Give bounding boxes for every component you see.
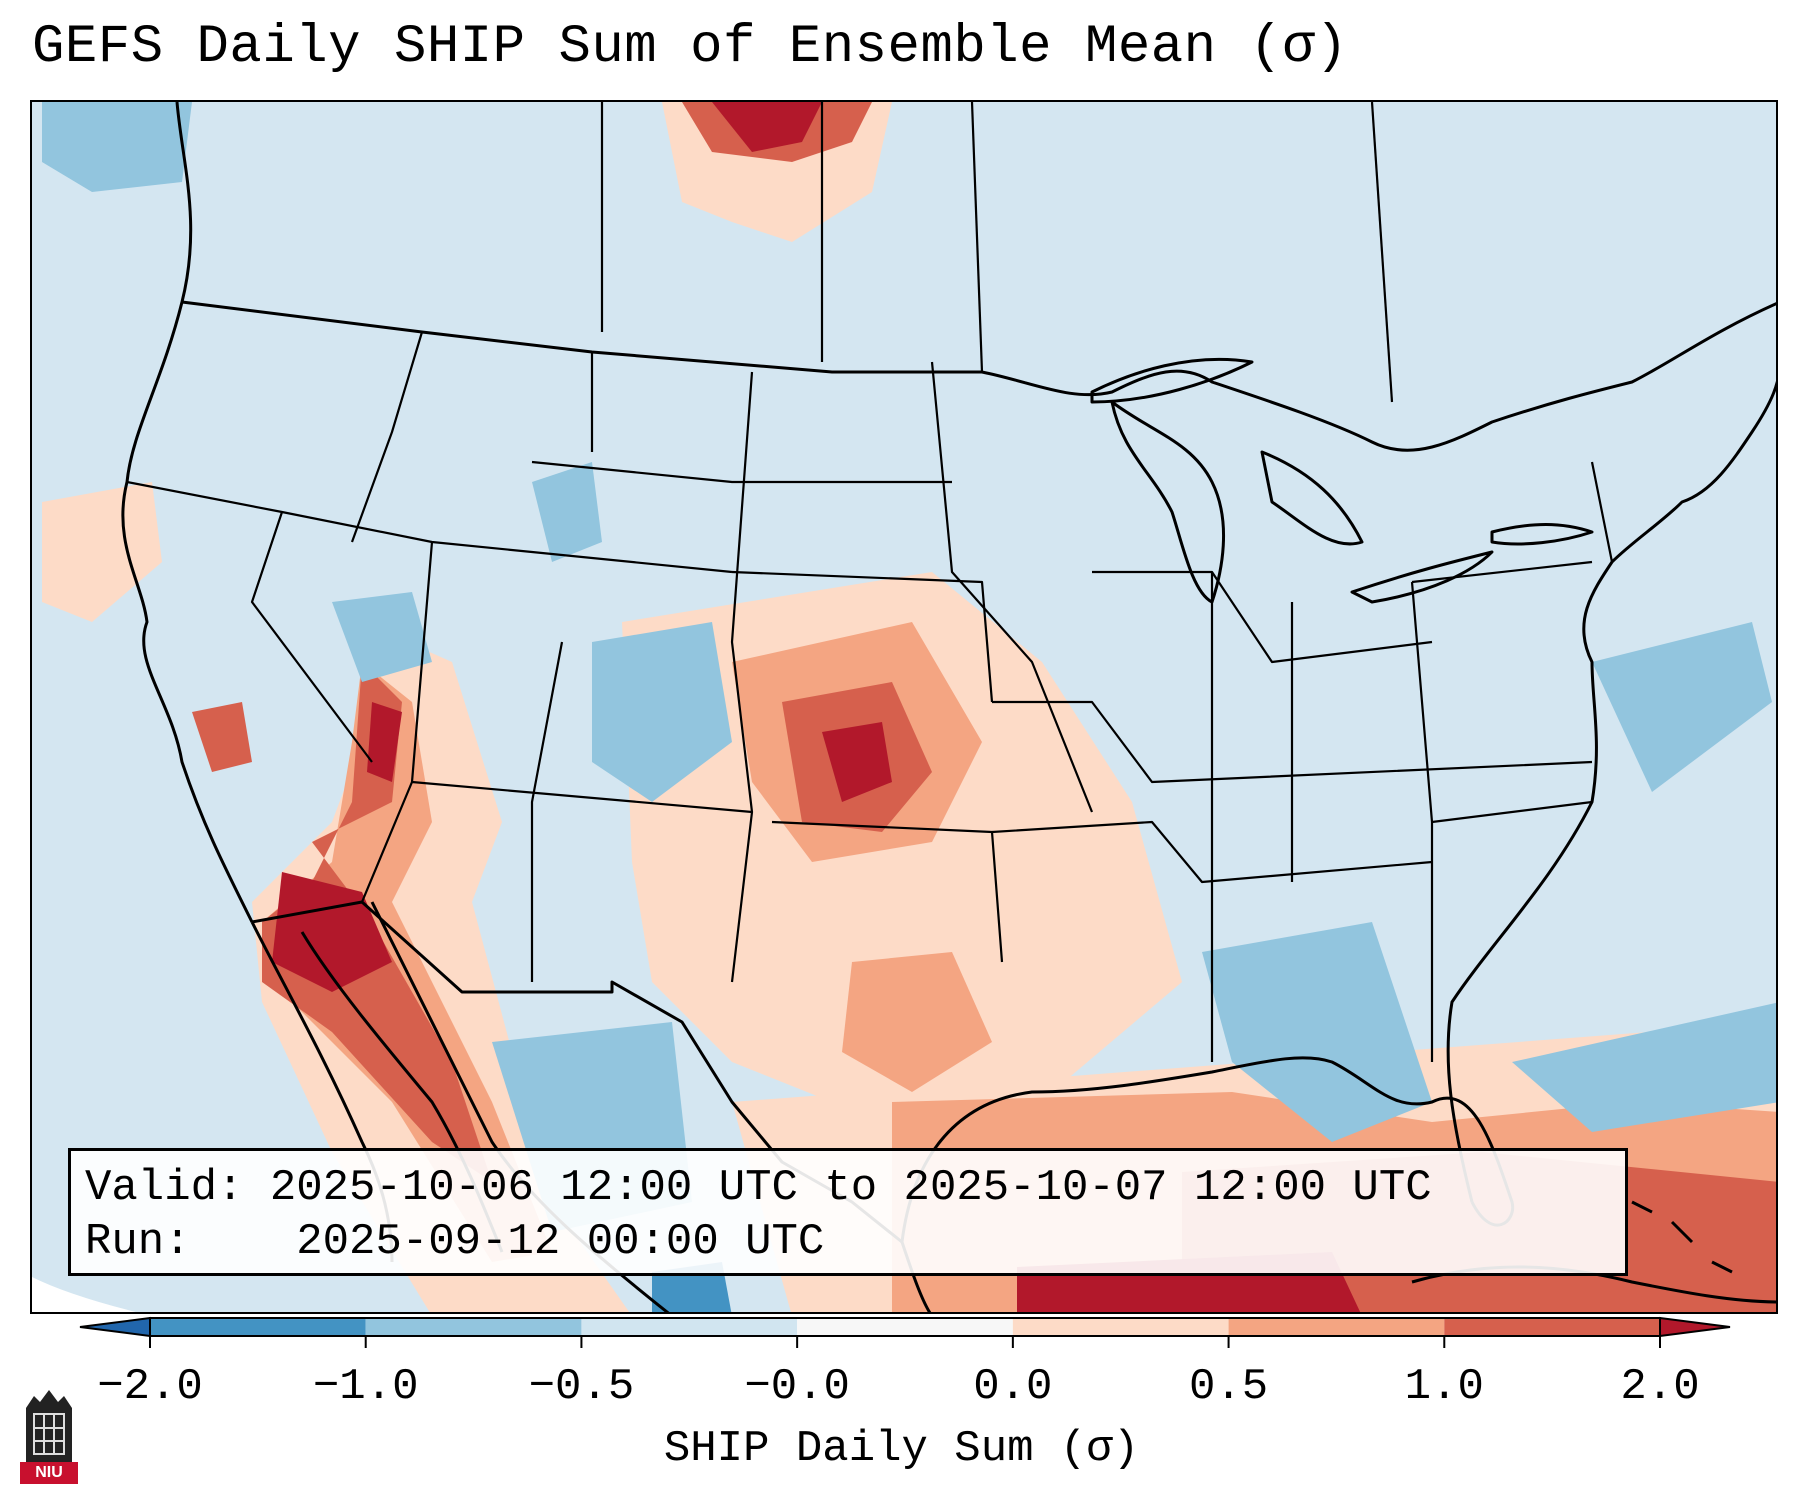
anomaly-region-central-texas bbox=[842, 952, 992, 1092]
projection-edge-left bbox=[32, 1277, 136, 1312]
colorbar-tick-label: −0.0 bbox=[744, 1362, 850, 1412]
bahamas-island-1 bbox=[1631, 1200, 1653, 1214]
run-value: 2025-09-12 00:00 UTC bbox=[296, 1217, 825, 1267]
state-line-nc-sc bbox=[1431, 800, 1593, 824]
colorbar-segment bbox=[150, 1318, 366, 1336]
state-line-ne-ks bbox=[731, 570, 994, 703]
colorbar-outline bbox=[149, 1317, 1661, 1337]
colorbar-segment bbox=[581, 1318, 798, 1336]
state-line-canada-mb bbox=[970, 102, 984, 373]
colorbar-tick-label: 0.0 bbox=[973, 1362, 1053, 1412]
colorbar-tick-label: −1.0 bbox=[312, 1362, 419, 1412]
state-line-ut-co bbox=[530, 641, 564, 982]
anomaly-region-nevada-max bbox=[367, 702, 402, 782]
colorbar-tick-label: −2.0 bbox=[97, 1362, 203, 1412]
lake-superior bbox=[1090, 357, 1254, 404]
run-row: Run: 2025-09-12 00:00 UTC bbox=[85, 1215, 1611, 1269]
colorbar-tick-label: 1.0 bbox=[1404, 1362, 1484, 1412]
run-label: Run: bbox=[85, 1217, 191, 1267]
anomaly-region-atlantic-blue bbox=[1512, 1002, 1776, 1132]
anomaly-region-colorado-blue bbox=[592, 622, 732, 802]
state-lines bbox=[126, 102, 1614, 1062]
map-canvas bbox=[32, 102, 1776, 1312]
valid-row: Valid: 2025-10-06 12:00 UTC to 2025-10-0… bbox=[85, 1161, 1611, 1215]
colorbar-under-extension bbox=[79, 1316, 151, 1338]
valid-value: 2025-10-06 12:00 UTC to 2025-10-07 12:00… bbox=[269, 1163, 1432, 1213]
niu-tower-icon bbox=[26, 1390, 72, 1464]
anomaly-region-southwest-mid bbox=[262, 662, 552, 1262]
state-line-or-nv bbox=[250, 511, 373, 763]
bahamas-island-3 bbox=[1711, 1260, 1733, 1274]
colorbar-tick-label: 2.0 bbox=[1620, 1362, 1700, 1412]
colorbar-tick-label: −0.5 bbox=[528, 1362, 635, 1412]
colorbar-tick-label: 0.5 bbox=[1188, 1362, 1269, 1412]
anomaly-region-nevada-blue bbox=[332, 592, 432, 682]
colorbar-label: SHIP Daily Sum (σ) bbox=[663, 1424, 1140, 1474]
anomaly-region-canada-max bbox=[712, 102, 822, 152]
state-line-canada-on bbox=[1370, 102, 1394, 403]
map-panel bbox=[30, 100, 1778, 1314]
bahamas-island-2 bbox=[1670, 1220, 1694, 1244]
colorbar-segments bbox=[79, 1316, 1731, 1338]
state-line-37n bbox=[411, 780, 753, 814]
lake-ontario bbox=[1490, 523, 1594, 546]
state-line-co-ks bbox=[730, 371, 754, 983]
colorbar-segment bbox=[1228, 1318, 1445, 1336]
anomaly-region-baja-high bbox=[262, 662, 492, 1182]
valid-label: Valid: bbox=[85, 1163, 244, 1213]
validity-info-box: Valid: 2025-10-06 12:00 UTC to 2025-10-0… bbox=[68, 1148, 1628, 1276]
state-line-ny-ne bbox=[1590, 461, 1614, 563]
colorbar-segment bbox=[1012, 1318, 1229, 1336]
anomaly-region-pacific-nw bbox=[42, 482, 162, 622]
state-line-mo-ar-tn bbox=[992, 700, 1593, 784]
chart-title: GEFS Daily SHIP Sum of Ensemble Mean (σ) bbox=[32, 17, 1349, 78]
state-line-mn-ia-mo bbox=[930, 361, 1094, 813]
canada-us-border bbox=[181, 300, 1776, 452]
state-line-ia-il-in bbox=[1092, 570, 1433, 664]
anomaly-region-kansas-max bbox=[822, 722, 892, 802]
anomaly-region-atlantic-blue-2 bbox=[1592, 622, 1772, 792]
colorbar-ticks bbox=[149, 1336, 1661, 1348]
state-line-sd-ne bbox=[531, 460, 952, 484]
niu-logo: NIU bbox=[20, 1388, 78, 1484]
west-coastline bbox=[121, 102, 254, 923]
state-line-pa bbox=[1411, 560, 1593, 584]
state-line-id-mt bbox=[350, 331, 424, 543]
colorbar-segment bbox=[797, 1318, 1013, 1336]
niu-logo-text: NIU bbox=[20, 1462, 78, 1484]
anomaly-region-california-coast bbox=[192, 702, 252, 772]
state-line-ar-ms-al bbox=[991, 820, 1433, 884]
lake-huron bbox=[1260, 450, 1364, 546]
colorbar-over-extension bbox=[1659, 1316, 1731, 1338]
colorbar-segment bbox=[365, 1318, 582, 1336]
colorbar-segment bbox=[1444, 1318, 1660, 1336]
colorbar bbox=[79, 1316, 1731, 1348]
east-coastline bbox=[1446, 380, 1776, 1203]
anomaly-region-wyoming-blue bbox=[532, 462, 602, 562]
anomaly-region-nw-corner-blue bbox=[42, 102, 192, 192]
